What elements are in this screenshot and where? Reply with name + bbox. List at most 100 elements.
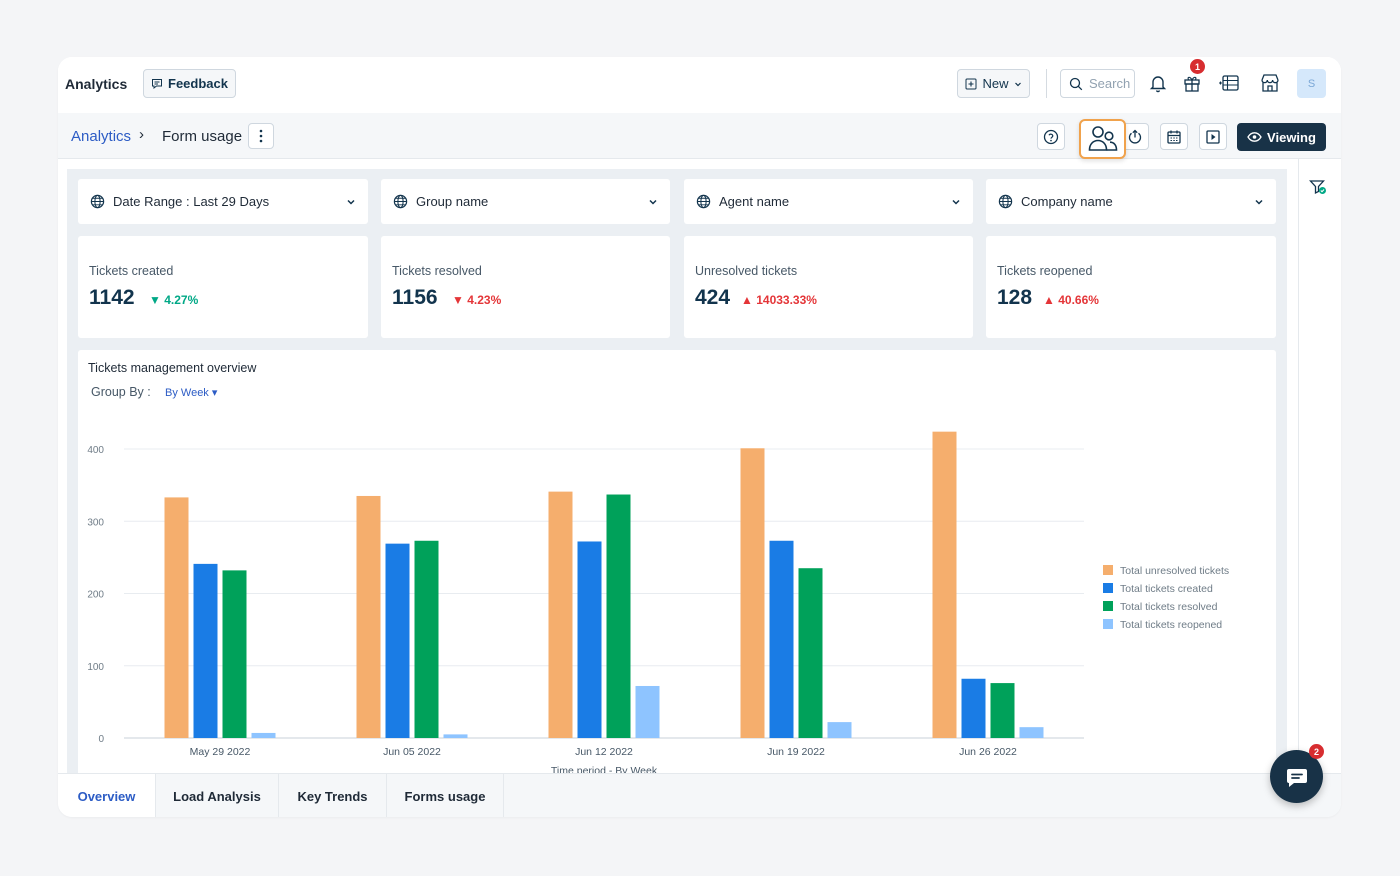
- avatar[interactable]: S: [1297, 69, 1326, 98]
- bar: [1019, 727, 1044, 738]
- marketplace-icon[interactable]: [1258, 71, 1282, 95]
- share-users-button[interactable]: [1079, 119, 1126, 159]
- filter-check-icon[interactable]: [1309, 179, 1327, 195]
- legend-label: Total tickets resolved: [1120, 601, 1218, 613]
- calendar-icon: [1167, 130, 1181, 144]
- tab-overview[interactable]: Overview: [58, 774, 156, 817]
- bar: [548, 491, 573, 738]
- legend-label: Total tickets reopened: [1120, 619, 1222, 631]
- y-tick-label: 0: [98, 734, 104, 745]
- x-tick-label: Jun 12 2022: [575, 746, 633, 758]
- x-tick-label: Jun 05 2022: [383, 746, 441, 758]
- y-tick-label: 400: [87, 445, 104, 456]
- new-button[interactable]: New: [957, 69, 1030, 98]
- filter-agent-name-label: Agent name: [719, 194, 790, 209]
- bar: [798, 568, 823, 738]
- bar: [932, 431, 957, 738]
- breadcrumb-separator: ›: [139, 126, 144, 143]
- chevron-down-icon: [1014, 82, 1021, 86]
- tab-key-trends[interactable]: Key Trends: [279, 774, 387, 817]
- more-vertical-icon: [259, 129, 263, 143]
- globe-icon: [90, 194, 105, 209]
- feedback-button[interactable]: Feedback: [143, 69, 236, 98]
- filter-company-name[interactable]: Company name: [986, 179, 1276, 224]
- y-tick-label: 300: [87, 517, 104, 528]
- bar: [414, 540, 439, 738]
- search-button[interactable]: Search: [1060, 69, 1135, 98]
- metric-delta: ▼ 4.27%: [149, 293, 199, 307]
- bar: [827, 722, 852, 738]
- x-axis-label: Time period - By Week: [551, 765, 658, 773]
- bar: [740, 448, 765, 738]
- filter-agent-name[interactable]: Agent name: [684, 179, 973, 224]
- x-tick-label: May 29 2022: [190, 746, 251, 758]
- schedule-button[interactable]: [1160, 123, 1188, 150]
- eye-icon: [1247, 132, 1262, 142]
- viewing-button[interactable]: Viewing: [1237, 123, 1326, 151]
- breadcrumb-analytics-link[interactable]: Analytics: [71, 128, 132, 145]
- top-bar: Analytics Feedback New Search 1 S: [58, 57, 1341, 113]
- play-square-icon: [1206, 129, 1220, 144]
- metric-delta-value: 4.27%: [164, 293, 199, 307]
- tickets-overview-panel: 0 100 200 300 400 May 29 2022 Jun 05 2022 Jun 1…: [78, 350, 1276, 773]
- filter-group-name-label: Group name: [416, 194, 489, 209]
- chevron-down-icon: [1255, 199, 1263, 205]
- metric-value: 1156: [392, 286, 438, 309]
- help-button[interactable]: [1037, 123, 1065, 150]
- metric-card-tickets-resolved: Tickets resolved 1156 ▼ 4.23%: [381, 236, 670, 338]
- analytics-app: Analytics Feedback New Search 1 S: [58, 57, 1341, 817]
- legend-label: Total unresolved tickets: [1120, 565, 1229, 577]
- bar: [606, 494, 631, 738]
- bar: [443, 734, 468, 738]
- metric-value: 1142: [89, 286, 135, 309]
- metric-title: Tickets resolved: [392, 264, 482, 278]
- globe-icon: [998, 194, 1013, 209]
- gift-icon[interactable]: [1180, 71, 1204, 95]
- group-by-value: By Week: [165, 387, 209, 399]
- more-options-button[interactable]: [248, 123, 274, 149]
- filter-date-range[interactable]: Date Range : Last 29 Days: [78, 179, 368, 224]
- legend-swatch: [1103, 601, 1113, 611]
- new-label: New: [982, 76, 1009, 91]
- metric-title: Unresolved tickets: [695, 264, 798, 278]
- metric-value: 424: [695, 286, 731, 309]
- y-tick-label: 200: [87, 590, 104, 601]
- tab-load-analysis[interactable]: Load Analysis: [156, 774, 279, 817]
- y-tick-label: 100: [87, 662, 104, 673]
- filter-group-name[interactable]: Group name: [381, 179, 670, 224]
- search-placeholder: Search: [1089, 76, 1131, 91]
- app-title: Analytics: [65, 76, 128, 92]
- gift-badge: 1: [1190, 59, 1205, 74]
- metric-delta-value: 14033.33%: [756, 293, 817, 307]
- present-button[interactable]: [1199, 123, 1227, 150]
- x-tick-label: Jun 19 2022: [767, 746, 825, 758]
- bar: [164, 497, 189, 738]
- metric-card-tickets-created: Tickets created 1142 ▼ 4.27%: [78, 236, 368, 338]
- tickets-overview-chart: 0 100 200 300 400 May 29 2022 Jun 05 2022 Jun 1…: [87, 431, 1229, 773]
- tab-forms-usage[interactable]: Forms usage: [387, 774, 504, 817]
- toolbar-divider: [1046, 69, 1047, 98]
- plus-square-icon: [965, 78, 977, 89]
- legend-swatch: [1103, 619, 1113, 629]
- page-title: Form usage: [162, 128, 243, 145]
- bottom-tabs: Overview Load Analysis Key Trends Forms …: [58, 773, 1341, 817]
- group-by-dropdown[interactable]: By Week ▾: [165, 387, 218, 399]
- metric-delta: ▲ 14033.33%: [741, 293, 817, 307]
- export-icon: [1128, 129, 1142, 144]
- apps-switcher-icon[interactable]: [1218, 71, 1242, 95]
- globe-icon: [393, 194, 408, 209]
- metric-title: Tickets reopened: [997, 264, 1093, 278]
- bar: [990, 683, 1015, 738]
- bar: [222, 570, 247, 738]
- chevron-down-icon: [347, 199, 355, 205]
- chevron-down-icon: [649, 199, 657, 205]
- viewing-label: Viewing: [1267, 129, 1316, 145]
- metric-delta-value: 40.66%: [1058, 293, 1099, 307]
- metric-delta: ▼ 4.23%: [452, 293, 502, 307]
- bell-icon[interactable]: [1146, 71, 1170, 95]
- metric-card-tickets-reopened: Tickets reopened 128 ▲ 40.66%: [986, 236, 1276, 338]
- legend-swatch: [1103, 583, 1113, 593]
- x-tick-label: Jun 26 2022: [959, 746, 1017, 758]
- legend-label: Total tickets created: [1120, 583, 1213, 595]
- chart-title: Tickets management overview: [88, 361, 257, 375]
